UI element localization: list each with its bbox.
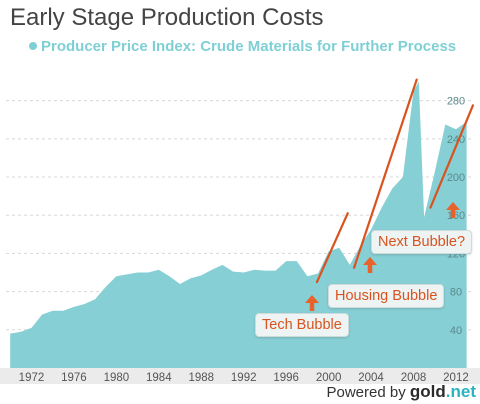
legend-marker [29,42,37,50]
y-tick-40: 40 [450,325,462,337]
x-tick-2000: 2000 [316,372,342,384]
annotation-tech-bubble: Tech Bubble [255,313,349,337]
x-tick-1984: 1984 [146,372,172,384]
y-tick-200: 200 [447,172,465,184]
trend-line-3 [429,104,475,209]
brand-logo: gold.net [409,382,476,401]
annotation-housing-bubble: Housing Bubble [328,284,445,308]
chart-title: Early Stage Production Costs [10,4,324,31]
x-axis-band [0,368,480,384]
x-tick-1976: 1976 [61,372,87,384]
trend-line-1 [315,212,349,284]
x-tick-2008: 2008 [401,372,427,384]
footer-credit[interactable]: Powered by gold.net [326,382,476,402]
x-tick-1972: 1972 [19,372,45,384]
x-tick-2004: 2004 [358,372,384,384]
y-tick-160: 160 [447,210,465,222]
arrow-tech-bubble-icon [305,295,319,311]
x-tick-1988: 1988 [188,372,214,384]
legend-series-label: Producer Price Index: Crude Materials fo… [41,38,457,55]
x-tick-1980: 1980 [104,372,130,384]
footer-prefix: Powered by [326,384,410,401]
arrow-next-bubble-icon [446,202,460,218]
series-area [10,81,467,368]
arrow-housing-bubble-icon [363,257,377,273]
y-tick-280: 280 [447,96,465,108]
y-tick-80: 80 [450,287,462,299]
x-tick-1992: 1992 [231,372,257,384]
x-tick-2012: 2012 [443,372,469,384]
trend-line-2 [352,78,418,269]
annotation-next-bubble: Next Bubble? [371,230,473,254]
x-tick-1996: 1996 [273,372,299,384]
